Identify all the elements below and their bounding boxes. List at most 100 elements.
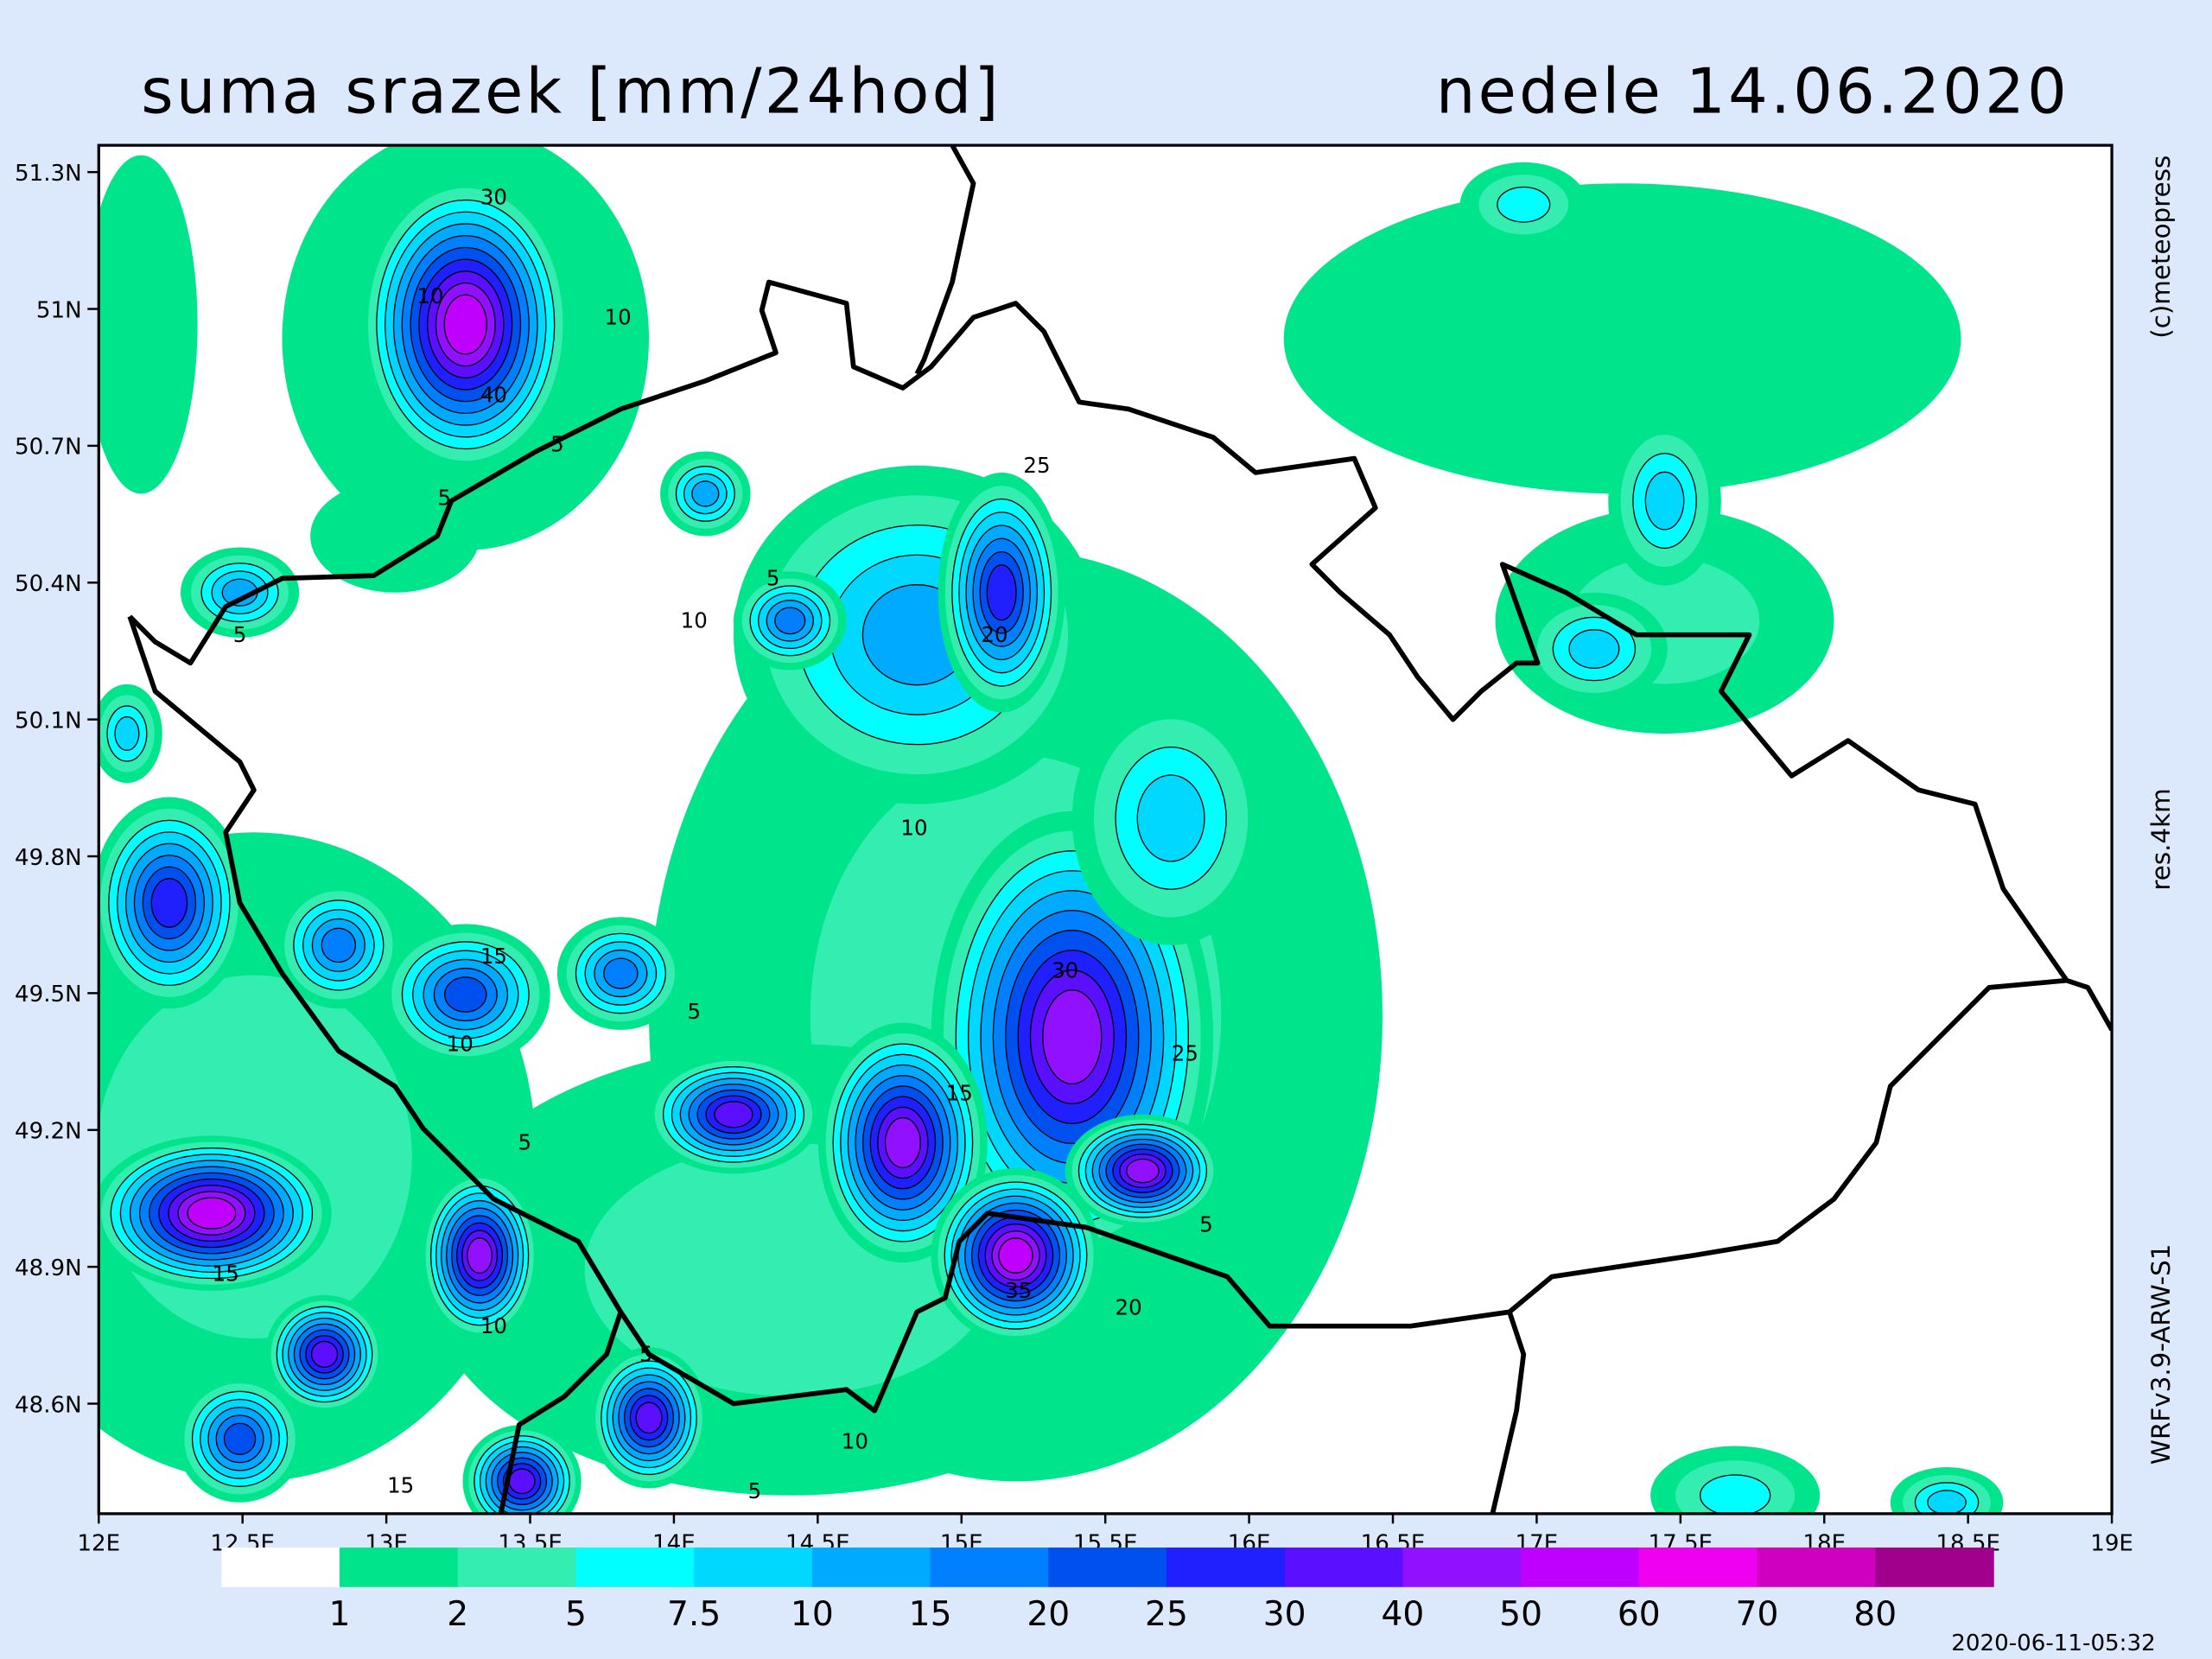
precipitation-field: 3010104055510201052515105305152535205151… <box>99 145 2004 1514</box>
legend-label: 5 <box>565 1595 587 1634</box>
lat-label: 51N <box>36 297 82 323</box>
legend-swatch <box>1638 1548 1758 1587</box>
legend-label: 20 <box>1027 1595 1070 1634</box>
precip-contour <box>508 1468 536 1495</box>
contour-label: 30 <box>1052 957 1078 982</box>
contour-label: 10 <box>842 1429 868 1454</box>
contour-label: 5 <box>766 566 780 591</box>
copyright: (c)meteopress <box>2146 156 2176 339</box>
contour-label: 25 <box>1023 453 1050 478</box>
precip-contour <box>1042 989 1103 1084</box>
precip-contour <box>114 715 140 752</box>
legend-swatch <box>221 1548 340 1587</box>
precip-contour <box>998 1237 1033 1274</box>
precip-contour <box>603 957 639 989</box>
precip-contour <box>1644 471 1685 531</box>
legend-label: 50 <box>1499 1595 1542 1634</box>
lat-label: 48.9N <box>15 1255 82 1281</box>
contour-label: 30 <box>480 185 507 210</box>
precip-contour <box>774 607 806 635</box>
legend-label: 2 <box>447 1595 468 1634</box>
precip-contour <box>1136 774 1205 862</box>
legend-label: 80 <box>1853 1595 1897 1634</box>
legend: 1 2 5 7.5 10 15 20 25 30 40 50 60 70 80 <box>221 1548 1994 1634</box>
contour-label: 5 <box>1199 1211 1213 1236</box>
contour-label: 10 <box>605 305 632 330</box>
timestamp: 2020-06-11-05:32 <box>1951 1630 2155 1656</box>
precip-contour <box>150 878 188 928</box>
lat-label: 50.4N <box>15 571 82 597</box>
contour-label: 15 <box>213 1261 239 1286</box>
contour-label: 10 <box>447 1031 474 1056</box>
de-pl-border <box>914 145 976 375</box>
model: WRFv3.9-ARW-S1 <box>2146 1244 2176 1465</box>
lon-label: 19E <box>2090 1530 2133 1556</box>
sk-pl-border <box>2065 977 2113 1032</box>
contour-label: 10 <box>900 816 927 841</box>
date: nedele 14.06.2020 <box>1436 55 2069 128</box>
precip-contour <box>310 1340 339 1368</box>
lon-label: 12E <box>77 1530 120 1556</box>
legend-swatch <box>340 1548 459 1587</box>
contour-label: 25 <box>1172 1041 1198 1066</box>
legend-label: 7.5 <box>667 1595 721 1634</box>
precip-contour <box>1283 183 1961 494</box>
contour-label: 5 <box>518 1130 532 1155</box>
cz-border <box>127 279 2069 1414</box>
legend-label: 30 <box>1263 1595 1306 1634</box>
title: suma srazek [mm/24hod] <box>141 55 1001 128</box>
precip-contour <box>444 976 487 1013</box>
contour-label: 5 <box>748 1478 762 1503</box>
precip-contour <box>635 1402 663 1434</box>
precip-contour <box>443 294 487 355</box>
legend-swatch <box>1757 1548 1877 1587</box>
resolution: res.4km <box>2146 788 2176 890</box>
borders <box>127 145 2113 1514</box>
legend-label: 60 <box>1618 1595 1661 1634</box>
legend-swatch <box>1048 1548 1167 1587</box>
legend-label: 70 <box>1736 1595 1779 1634</box>
contour-label: 10 <box>416 283 443 308</box>
legend-label: 40 <box>1381 1595 1424 1634</box>
precip-contour <box>321 927 357 963</box>
contour-label: 40 <box>480 382 507 407</box>
legend-label: 1 <box>329 1595 351 1634</box>
legend-swatch <box>811 1548 931 1587</box>
precip-contour <box>223 1422 257 1456</box>
contour-label: 15 <box>387 1472 414 1497</box>
lat-label: 50.7N <box>15 435 82 461</box>
precip-contour <box>1927 1490 1967 1514</box>
contour-label: 20 <box>981 622 1007 647</box>
lat-label: 49.5N <box>15 982 82 1007</box>
legend-label: 15 <box>909 1595 952 1634</box>
de-at-border <box>498 1311 624 1514</box>
precip-contour <box>310 480 480 593</box>
legend-label: 25 <box>1145 1595 1188 1634</box>
precip-contour <box>1126 1158 1160 1184</box>
legend-swatch <box>694 1548 813 1587</box>
lat-label: 49.8N <box>15 845 82 871</box>
contour-label: 15 <box>480 944 507 969</box>
contour-label: 5 <box>233 622 247 647</box>
sk-at-border <box>1490 1311 1527 1514</box>
precip-contour <box>714 1101 753 1128</box>
legend-swatch <box>1875 1548 1994 1587</box>
contour-label: 10 <box>480 1313 507 1338</box>
legend-swatch <box>1284 1548 1404 1587</box>
legend-swatch <box>457 1548 577 1587</box>
precip-contour <box>986 564 1017 621</box>
precip-contour <box>467 1237 493 1274</box>
legend-swatch <box>1402 1548 1522 1587</box>
precip-contour <box>99 155 198 494</box>
precip-contour <box>1568 629 1620 669</box>
precip-contour <box>691 480 720 507</box>
lat-label: 49.2N <box>15 1119 82 1145</box>
legend-swatch <box>1166 1548 1286 1587</box>
precip-contour <box>187 1197 237 1230</box>
legend-label: 10 <box>791 1595 834 1634</box>
contour-label: 20 <box>1116 1295 1142 1320</box>
contour-label: 10 <box>681 608 708 633</box>
contour-label: 5 <box>687 999 701 1024</box>
lat-label: 51.3N <box>15 161 82 187</box>
